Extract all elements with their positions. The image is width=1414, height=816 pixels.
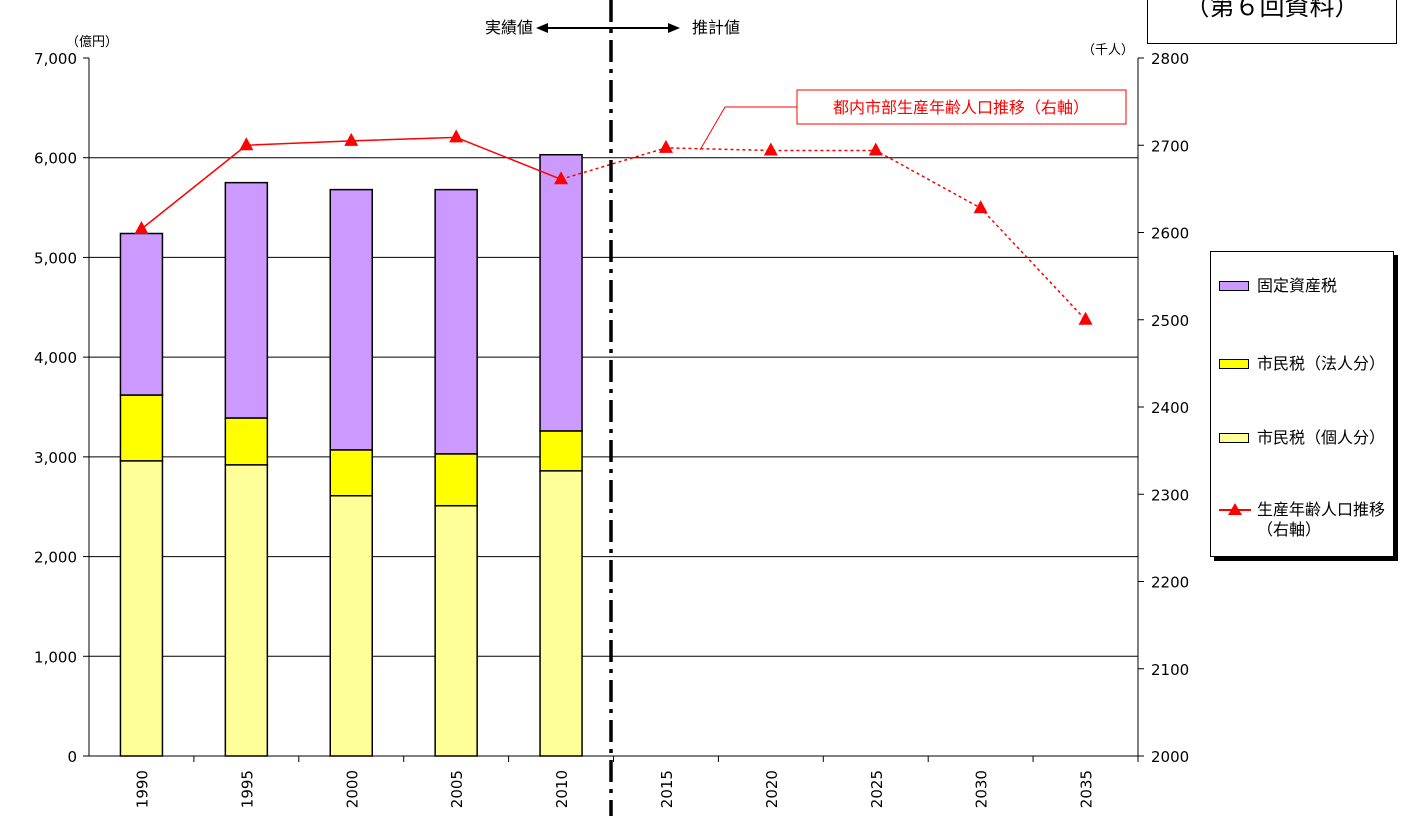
- right-tick-label: 2000: [1151, 748, 1189, 766]
- bar-segment-property_tax: [224, 181, 269, 419]
- bar-segment-corporate_tax: [224, 417, 269, 466]
- bar-segment-individual_tax: [329, 494, 373, 757]
- annotation-box: [796, 89, 1127, 125]
- left-tick-label: 7,000: [34, 50, 77, 68]
- left-tick-label: 3,000: [34, 449, 77, 467]
- axes: 0 1,000 2,000 3,000 4,000 5,000 6,000 7,000 2000…: [34, 34, 1189, 808]
- left-tick-label: 2,000: [34, 549, 77, 567]
- population-point: [554, 171, 569, 185]
- bar-segment-corporate_tax: [329, 449, 373, 497]
- bar-segment-corporate_tax: [119, 394, 164, 462]
- right-tick-label: 2100: [1151, 661, 1189, 679]
- right-axis-unit: （千人）: [1082, 43, 1134, 58]
- corner-note: （第６回資料）: [1147, 0, 1397, 44]
- x-tick-label: 2020: [763, 770, 781, 808]
- right-tick-label: 2300: [1151, 486, 1189, 504]
- annotation-label: 都内市部生産年齢人口推移（右軸）: [833, 98, 1089, 117]
- bar-segment-property_tax: [119, 232, 164, 396]
- bar-segment-property_tax: [434, 188, 478, 455]
- population-point: [868, 142, 883, 156]
- arrow-left-icon: [536, 23, 548, 33]
- population-point: [344, 132, 359, 146]
- bar-segment-property_tax: [329, 188, 373, 451]
- bar-segment-individual_tax: [224, 464, 269, 757]
- right-tick-label: 2800: [1151, 50, 1189, 68]
- population-point: [134, 221, 149, 235]
- left-tick-label: 6,000: [34, 150, 77, 168]
- population-point: [1078, 311, 1093, 325]
- x-tick-label: 1990: [133, 770, 151, 808]
- x-tick-label: 2025: [868, 770, 886, 808]
- x-tick-label: 2010: [553, 770, 571, 808]
- triangle-marker-icon: [1228, 503, 1242, 515]
- x-tick-label: 2005: [448, 770, 466, 808]
- right-tick-label: 2600: [1151, 225, 1189, 243]
- arrow-right-icon: [668, 23, 680, 33]
- period-label-actual: 実績値: [485, 18, 533, 37]
- population-point: [658, 139, 673, 153]
- bar-segment-corporate_tax: [434, 453, 478, 507]
- x-tick-label: 1995: [238, 770, 256, 808]
- left-tick-label: 1,000: [34, 648, 77, 666]
- left-tick-label: 4,000: [34, 349, 77, 367]
- population-line-forecast: [560, 147, 1087, 321]
- population-point: [763, 142, 778, 156]
- legend: 固定資産税 市民税（法人分） 市民税（個人分） 生産年齢人口推移（右軸）: [1210, 251, 1394, 557]
- population-point: [973, 200, 988, 214]
- x-tick-label: 2035: [1078, 770, 1096, 808]
- left-tick-label: 0: [67, 748, 77, 766]
- legend-label: 市民税（法人分）: [1257, 354, 1386, 373]
- right-tick-label: 2700: [1151, 137, 1189, 155]
- bar-segment-individual_tax: [434, 504, 478, 757]
- legend-label: 市民税（個人分）: [1257, 428, 1386, 447]
- x-tick-label: 2030: [973, 770, 991, 808]
- population-point: [239, 137, 254, 151]
- bar-segment-corporate_tax: [539, 430, 583, 472]
- population-points: [134, 129, 1093, 325]
- period-divider: 実績値 推計値: [485, 0, 740, 816]
- legend-swatch-individual-tax: [1219, 433, 1249, 443]
- annotation-leader: [699, 106, 797, 151]
- bar-segment-individual_tax: [539, 470, 583, 757]
- period-label-forecast: 推計値: [692, 18, 740, 37]
- bars: [119, 153, 583, 757]
- right-tick-label: 2400: [1151, 399, 1189, 417]
- right-tick-label: 2500: [1151, 312, 1189, 330]
- left-tick-label: 5,000: [34, 249, 77, 267]
- right-tick-label: 2200: [1151, 574, 1189, 592]
- annotation: 都内市部生産年齢人口推移（右軸）: [699, 89, 1127, 151]
- bar-segment-individual_tax: [119, 460, 164, 757]
- legend-swatch-corporate-tax: [1219, 359, 1249, 369]
- bar-segment-property_tax: [539, 153, 583, 432]
- legend-label: 生産年齢人口推移（右軸）: [1257, 500, 1386, 539]
- legend-label: 固定資産税: [1257, 276, 1338, 295]
- x-tick-label: 2015: [658, 770, 676, 808]
- legend-swatch-property-tax: [1219, 281, 1249, 291]
- population-point: [449, 129, 464, 143]
- x-tick-label: 2000: [343, 770, 361, 808]
- population-line: [140, 136, 1087, 321]
- left-axis-unit: （億円）: [66, 34, 118, 50]
